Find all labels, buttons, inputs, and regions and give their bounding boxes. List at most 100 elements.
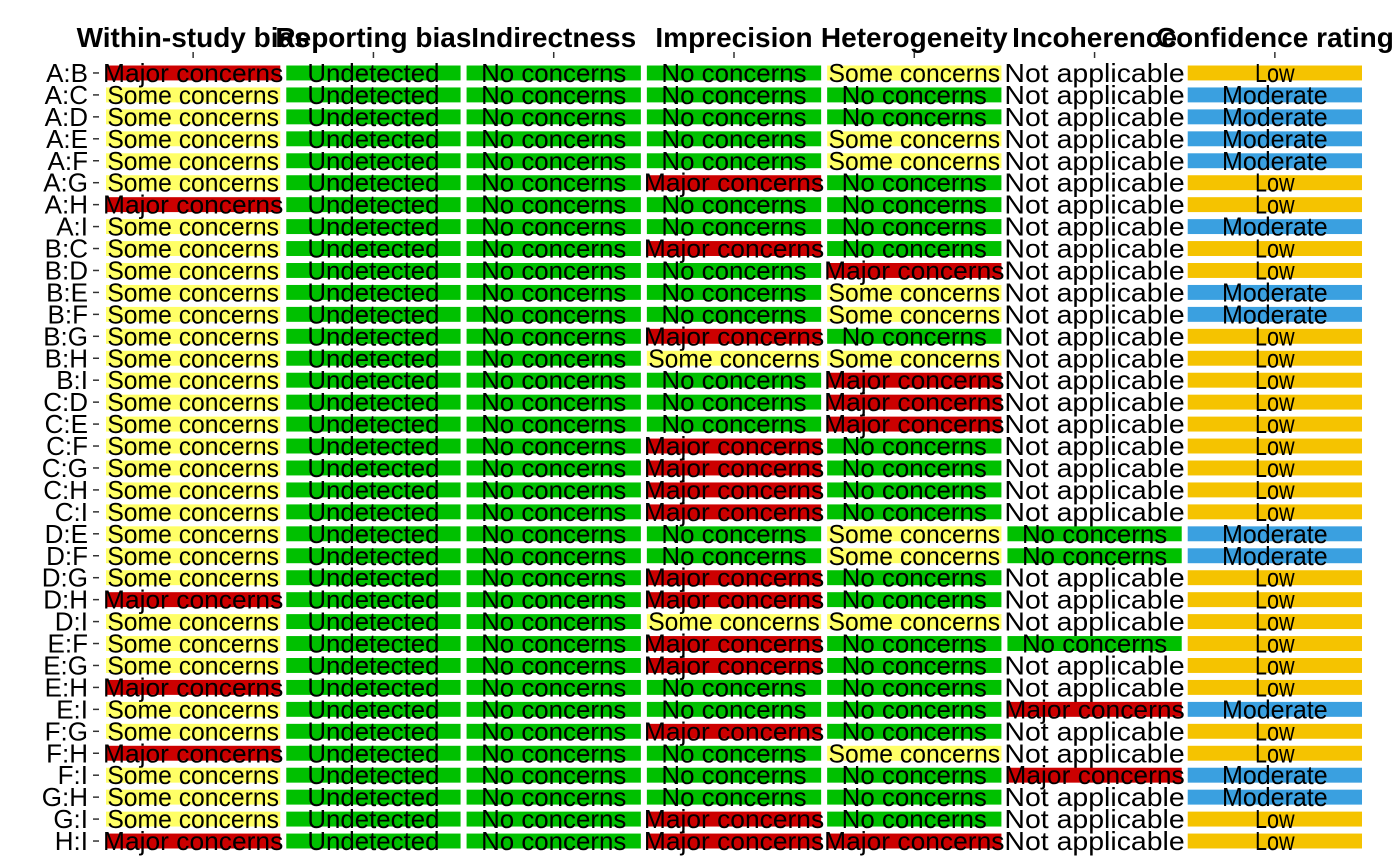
cell-text: Moderate [1222, 760, 1328, 790]
cell-text: No concerns [842, 694, 987, 724]
cell-bar-not-applicable [1007, 241, 1182, 256]
cell-bar-some-concerns [106, 526, 281, 542]
cell-bar-no-concerns [646, 526, 822, 542]
cell-text: Undetected [307, 168, 439, 198]
cell-text: No concerns [842, 497, 987, 527]
cell-bar-no-concerns [827, 438, 1002, 454]
cell-bar-major-concerns [646, 723, 822, 739]
cell-bar-low [1187, 833, 1362, 849]
cell-bar-major-concerns [646, 636, 822, 651]
cell-text: No concerns [481, 760, 626, 790]
cell-bar-major-concerns [1007, 767, 1182, 783]
cell-bar-no-concerns [827, 197, 1002, 213]
cell-text: Not applicable [1004, 409, 1184, 439]
cell-text: No concerns [481, 782, 626, 812]
cell-text: Some concerns [107, 694, 279, 724]
cell-text: Major concerns [644, 168, 824, 198]
cell-text: No concerns [842, 475, 987, 505]
column-header-within-study-bias: Within-study bias [77, 22, 310, 53]
cell-bar-undetected [286, 658, 461, 673]
cell-bar-some-concerns [106, 241, 281, 256]
cell-text: Not applicable [1004, 234, 1184, 264]
cell-text: Not applicable [1004, 80, 1184, 110]
cell-text: Not applicable [1004, 607, 1184, 637]
cell-bar-some-concerns [106, 328, 281, 344]
cell-bar-undetected [286, 197, 461, 213]
cell-bar-no-concerns [646, 131, 822, 147]
cell-bar-low [1187, 679, 1362, 695]
cell-text: Undetected [307, 716, 439, 746]
cell-bar-not-applicable [1007, 416, 1182, 432]
cell-text: Undetected [307, 563, 439, 593]
cell-text: Moderate [1222, 80, 1328, 110]
cell-bar-no-concerns [466, 416, 641, 432]
cell-text: Undetected [307, 124, 439, 154]
row-label: C:H [43, 475, 88, 505]
cell-text: Undetected [307, 804, 439, 834]
cell-text: Some concerns [107, 343, 279, 373]
cell-bar-major-concerns [106, 65, 281, 81]
cell-text: Low [1255, 190, 1295, 220]
row-label: C:D [43, 387, 88, 417]
cell-bar-undetected [286, 306, 461, 322]
cell-text: Not applicable [1004, 255, 1184, 285]
cell-text: No concerns [842, 168, 987, 198]
cell-text: Major concerns [1004, 760, 1184, 790]
cell-bar-not-applicable [1007, 614, 1182, 630]
cell-bar-no-concerns [466, 109, 641, 125]
cell-text: No concerns [1022, 541, 1167, 571]
cell-text: No concerns [481, 102, 626, 132]
cell-bar-undetected [286, 372, 461, 388]
cell-text: No concerns [481, 431, 626, 461]
cell-bar-some-concerns [106, 811, 281, 827]
cell-bar-not-applicable [1007, 460, 1182, 476]
cell-text: No concerns [661, 299, 806, 329]
cell-bar-no-concerns [466, 438, 641, 454]
cell-bar-not-applicable [1007, 263, 1182, 278]
cell-text: Undetected [307, 541, 439, 571]
cell-text: No concerns [481, 585, 626, 615]
cell-text: No concerns [481, 190, 626, 220]
cell-text: Some concerns [107, 409, 279, 439]
cell-bar-no-concerns [827, 504, 1002, 520]
cell-text: Not applicable [1004, 343, 1184, 373]
cell-text: Some concerns [828, 277, 1000, 307]
cell-text: Some concerns [107, 782, 279, 812]
cell-bar-undetected [286, 153, 461, 169]
cell-bar-not-applicable [1007, 482, 1182, 498]
cell-text: Some concerns [107, 804, 279, 834]
cell-text: No concerns [842, 102, 987, 132]
cell-bar-major-concerns [646, 482, 822, 498]
cell-text: No concerns [661, 255, 806, 285]
cell-text: Some concerns [107, 497, 279, 527]
cell-bar-undetected [286, 767, 461, 783]
cell-bar-undetected [286, 482, 461, 498]
cell-bar-not-applicable [1007, 87, 1182, 103]
cell-bar-no-concerns [466, 460, 641, 476]
cell-text: Not applicable [1004, 782, 1184, 812]
cell-bar-low [1187, 65, 1362, 81]
cell-bar-moderate [1187, 767, 1362, 783]
cell-text: No concerns [661, 782, 806, 812]
cell-bar-not-applicable [1007, 219, 1182, 235]
cell-text: Undetected [307, 58, 439, 88]
cell-bar-not-applicable [1007, 372, 1182, 388]
row-label: C:F [46, 431, 88, 461]
cell-text: Some concerns [107, 387, 279, 417]
cell-text: Low [1255, 826, 1295, 856]
cell-text: No concerns [842, 629, 987, 659]
cell-bar-major-concerns [827, 263, 1002, 278]
cell-text: Major concerns [824, 826, 1004, 856]
cell-text: Major concerns [644, 453, 824, 483]
cell-bar-some-concerns [106, 482, 281, 498]
cell-bar-not-applicable [1007, 175, 1182, 191]
cell-bar-some-concerns [646, 350, 822, 366]
cell-text: No concerns [481, 387, 626, 417]
cell-bar-some-concerns [106, 394, 281, 410]
column-header-indirectness: Indirectness [471, 22, 636, 53]
cell-text: No concerns [842, 585, 987, 615]
cell-bar-no-concerns [466, 328, 641, 344]
column-header-confidence-rating: Confidence rating [1156, 22, 1394, 53]
row-label: E:I [56, 694, 88, 724]
